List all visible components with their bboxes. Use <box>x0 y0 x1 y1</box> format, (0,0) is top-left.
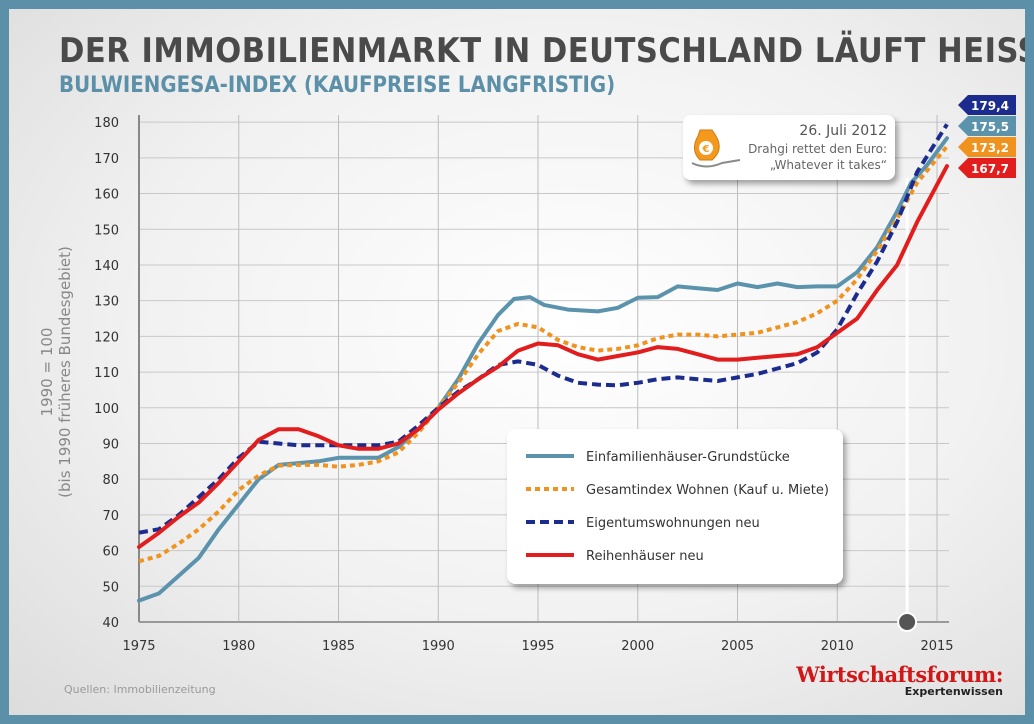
y-tick-label: 110 <box>94 366 119 381</box>
x-tick-label: 2015 <box>920 639 953 654</box>
callout-text-2: „Whatever it takes“ <box>770 158 887 172</box>
end-labels: 179,4 175,5 173,2 167,7 <box>958 95 1016 178</box>
annotation-dot <box>897 612 918 632</box>
y-tick-label: 180 <box>94 116 119 131</box>
x-tick-label: 1990 <box>422 639 455 654</box>
y-axis-label-line1: 1990 = 100 <box>38 328 56 417</box>
x-tick-label: 2010 <box>821 639 854 654</box>
legend-entry: Eigentumswohnungen neu <box>586 516 760 531</box>
brand-logo: Wirtschaftsforum: Expertenwissen <box>796 662 1003 698</box>
series-line-2 <box>138 123 949 535</box>
page-title: DER IMMOBILIENMARKT IN DEUTSCHLAND LÄUFT… <box>59 31 1034 71</box>
legend-entry: Reihenhäuser neu <box>586 549 704 564</box>
svg-text:€: € <box>702 144 710 155</box>
brand-name: Wirtschaftsforum: <box>796 662 1003 687</box>
y-tick-label: 70 <box>102 509 119 524</box>
annotation-callout: €26. Juli 2012 Drahgi rettet den Euro: „Wh… <box>683 115 895 180</box>
legend-entry: Einfamilienhäuser-Grundstücke <box>586 450 790 465</box>
end-label-tag <box>958 95 1016 115</box>
callout-box <box>683 115 895 180</box>
y-tick-label: 80 <box>102 473 119 488</box>
series-line-1 <box>138 145 949 564</box>
y-tick-label: 120 <box>94 330 119 345</box>
x-tick-label: 1980 <box>222 639 255 654</box>
page-subtitle: BULWIENGESA-INDEX (KAUFPREISE LANGFRISTI… <box>59 73 616 98</box>
end-label-tag <box>958 158 1016 178</box>
legend-entry: Gesamtindex Wohnen (Kauf u. Miete) <box>586 483 829 498</box>
brand-tagline: Expertenwissen <box>904 685 1003 698</box>
legend-box <box>507 429 843 584</box>
y-tick-label: 40 <box>102 616 119 631</box>
y-tick-label: 140 <box>94 259 119 274</box>
series-lines <box>137 123 949 603</box>
end-label-value: 175,5 <box>971 120 1009 134</box>
y-tick-label: 50 <box>102 580 119 595</box>
series-line-0 <box>137 136 949 603</box>
y-tick-label: 170 <box>94 152 119 167</box>
annotation-marker <box>897 178 918 632</box>
y-tick-label: 130 <box>94 295 119 310</box>
y-tick-label: 160 <box>94 188 119 203</box>
money-bag-hand-icon: € <box>691 129 741 168</box>
y-tick-label: 100 <box>94 402 119 417</box>
callout-text-1: Drahgi rettet den Euro: <box>748 142 887 156</box>
y-tick-label: 60 <box>102 545 119 560</box>
y-axis-label: 1990 = 100 (bis 1990 früheres Bundesgebie… <box>38 246 74 498</box>
legend: Einfamilienhäuser-Grundstücke Gesamtindex… <box>507 429 843 584</box>
x-tick-label: 2000 <box>621 639 654 654</box>
end-label-value: 179,4 <box>971 99 1009 113</box>
x-tick-label: 2005 <box>721 639 754 654</box>
y-axis-label-line2: (bis 1990 früheres Bundesgebiet) <box>56 246 74 498</box>
x-tick-label: 1995 <box>521 639 554 654</box>
y-tick-label: 90 <box>102 437 119 452</box>
source-note: Quellen: Immobilienzeitung <box>64 683 216 696</box>
end-label-value: 167,7 <box>971 162 1009 176</box>
axes: 40 50 60 70 80 90 100 110 120 130 140 150 160 170 180 1… <box>94 116 953 654</box>
y-tick-label: 150 <box>94 223 119 238</box>
callout-date: 26. Juli 2012 <box>799 123 887 139</box>
x-tick-label: 1985 <box>322 639 355 654</box>
end-label-tag <box>958 116 1016 136</box>
end-label-value: 173,2 <box>971 141 1009 155</box>
end-label-tag <box>958 137 1016 157</box>
x-tick-label: 1975 <box>122 639 155 654</box>
series-line-3 <box>137 164 949 549</box>
